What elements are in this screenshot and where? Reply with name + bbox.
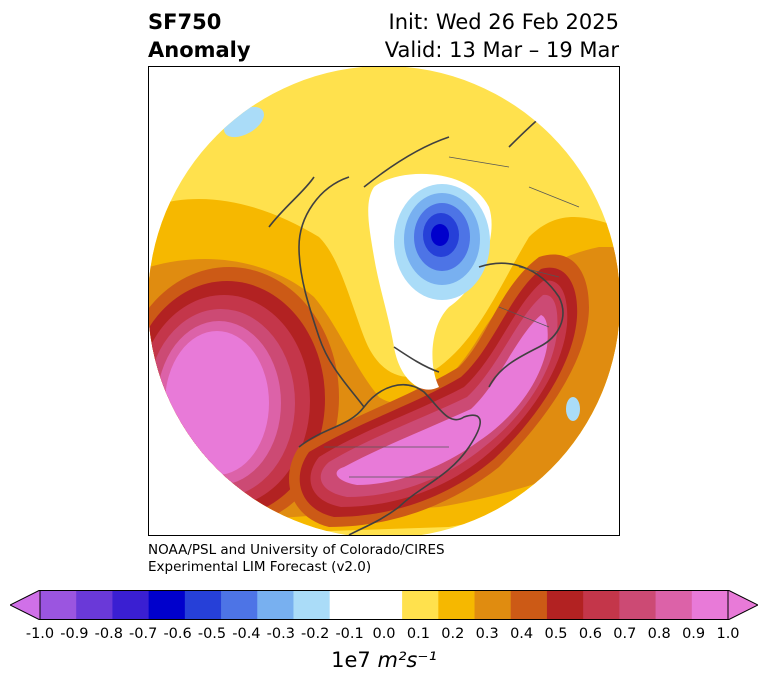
map-panel [148,66,620,536]
valid-range: Valid: 13 Mar – 19 Mar [384,38,619,62]
colorbar-segment [221,590,258,620]
colorbar-segment [510,590,548,620]
colorbar-segment [293,590,331,620]
colorbar-segment [148,590,186,620]
colorbar-tick-label: -0.5 [197,626,227,642]
title-left: SF750 Anomaly [148,8,251,64]
colorbar-extend-low [10,590,41,620]
colorbar-segment [112,590,150,620]
credit-line-2: Experimental LIM Forecast (v2.0) [148,559,372,575]
colorbar-segment [655,590,693,620]
colorbar-tick-label: 0.9 [682,626,706,642]
colorbar-tick-label: 1.0 [716,626,740,642]
credit: NOAA/PSL and University of Colorado/CIRE… [148,542,445,576]
credit-line-1: NOAA/PSL and University of Colorado/CIRE… [148,542,445,558]
negative-anomaly-arctic [368,173,492,390]
anomaly-field [149,67,619,535]
colorbar-ticks: -1.0 -0.9 -0.8 -0.7 -0.6 -0.5 -0.4 -0.3 -0.2 -0.1… [0,626,768,646]
colorbar-tick-label: -0.4 [232,626,261,642]
colorbar-outline [39,590,729,620]
colorbar-tick-label: -0.6 [163,626,192,642]
colorbar-segment [438,590,476,620]
colorbar-segment [329,590,367,620]
colorbar-tick-label: -0.3 [266,626,295,642]
units-base: 1e7 [331,648,371,672]
colorbar [10,590,758,620]
units-expr: m²s⁻¹ [377,648,437,672]
anomaly-map [149,67,619,535]
colorbar-segment [691,590,729,620]
colorbar-tick-label: -0.1 [335,626,364,642]
colorbar-segment [365,590,403,620]
colorbar-segment [257,590,294,620]
colorbar-tick-label: 0.1 [406,626,430,642]
colorbar-segment [583,590,620,620]
init-date: Init: Wed 26 Feb 2025 [388,10,619,34]
field-type: Anomaly [148,38,251,62]
political-borders [324,156,580,478]
colorbar-segment [619,590,657,620]
colorbar-tick-label: 0.0 [372,626,396,642]
field-name: SF750 [148,10,222,34]
colorbar-segment [546,590,584,620]
colorbar-tick-label: 0.6 [578,626,602,642]
colorbar-tick-label: -1.0 [25,626,55,642]
positive-anomaly-north-atlantic [289,254,589,527]
colorbar-units: 1e7 m²s⁻¹ [0,648,768,672]
colorbar-segment [474,590,512,620]
small-negative-patch [566,397,580,421]
colorbar-tick-label: 0.5 [544,626,568,642]
colorbar-segment [402,590,439,620]
colorbar-tick-label: 0.7 [613,626,637,642]
colorbar-tick-label: -0.9 [60,626,89,642]
colorbar-tick-label: -0.8 [94,626,123,642]
title-right: Init: Wed 26 Feb 2025 Valid: 13 Mar – 19… [385,8,619,64]
colorbar-segment [76,590,113,620]
colorbar-segment [184,590,222,620]
colorbar-tick-label: -0.2 [301,626,330,642]
colorbar-segment [40,590,77,620]
colorbar-tick-label: 0.4 [510,626,534,642]
colorbar-tick-label: 0.8 [647,626,671,642]
colorbar-tick-label: 0.3 [475,626,499,642]
colorbar-extend-high [727,590,758,620]
coastlines [268,86,590,535]
colorbar-tick-label: -0.7 [129,626,158,642]
colorbar-tick-label: 0.2 [441,626,465,642]
